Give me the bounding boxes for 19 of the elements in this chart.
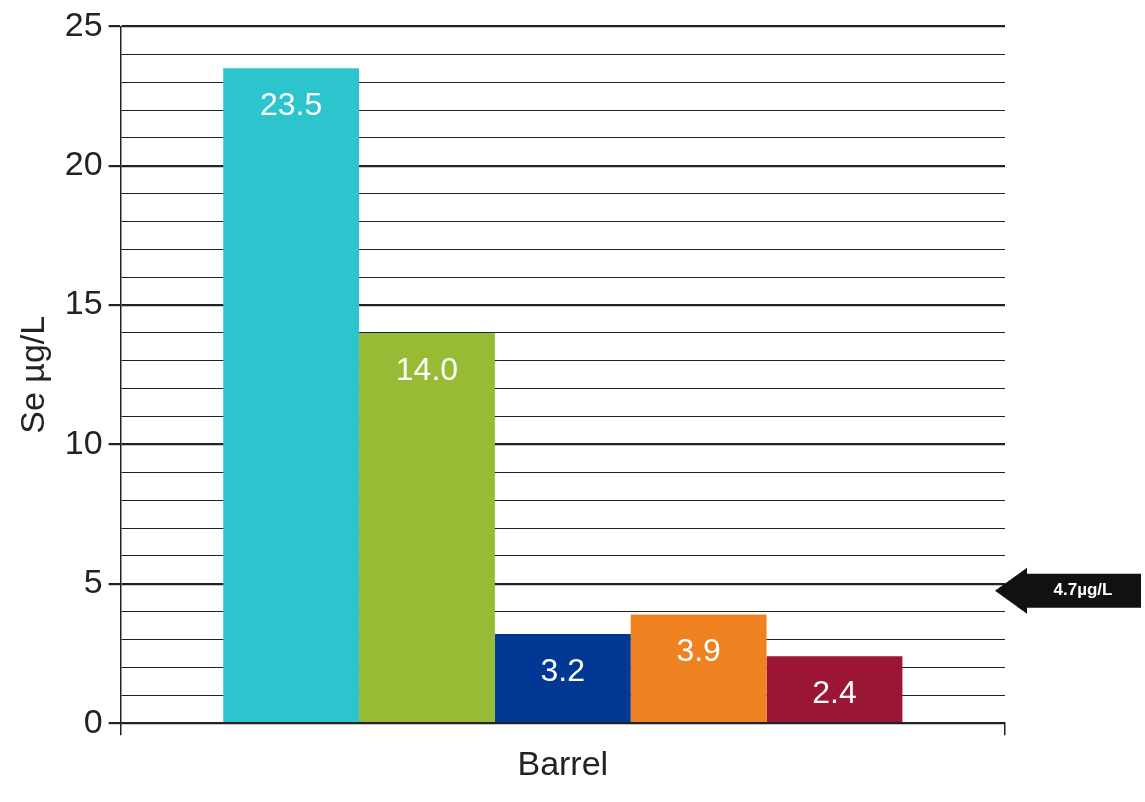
y-tick-label: 5 [83,562,103,601]
data-label: 3.9 [676,632,721,669]
y-tick-label: 10 [64,422,103,461]
bar [359,332,495,723]
y-tick-label: 25 [64,4,103,43]
data-label: 3.2 [540,651,586,688]
x-tick-label: Barrel [517,743,609,782]
data-label: 23.5 [259,86,323,123]
bar [766,656,903,723]
data-label: 14.0 [395,350,459,387]
bar [494,634,631,723]
y-tick-label: 15 [64,283,103,322]
text: 4.7µg/L [1053,580,1113,600]
y-tick-label: 20 [64,144,103,183]
y-axis-title: Se µg/L [12,315,51,434]
data-label: 2.4 [812,674,857,711]
y-tick-label: 0 [83,701,103,740]
bar [223,68,360,723]
bar [630,614,767,723]
